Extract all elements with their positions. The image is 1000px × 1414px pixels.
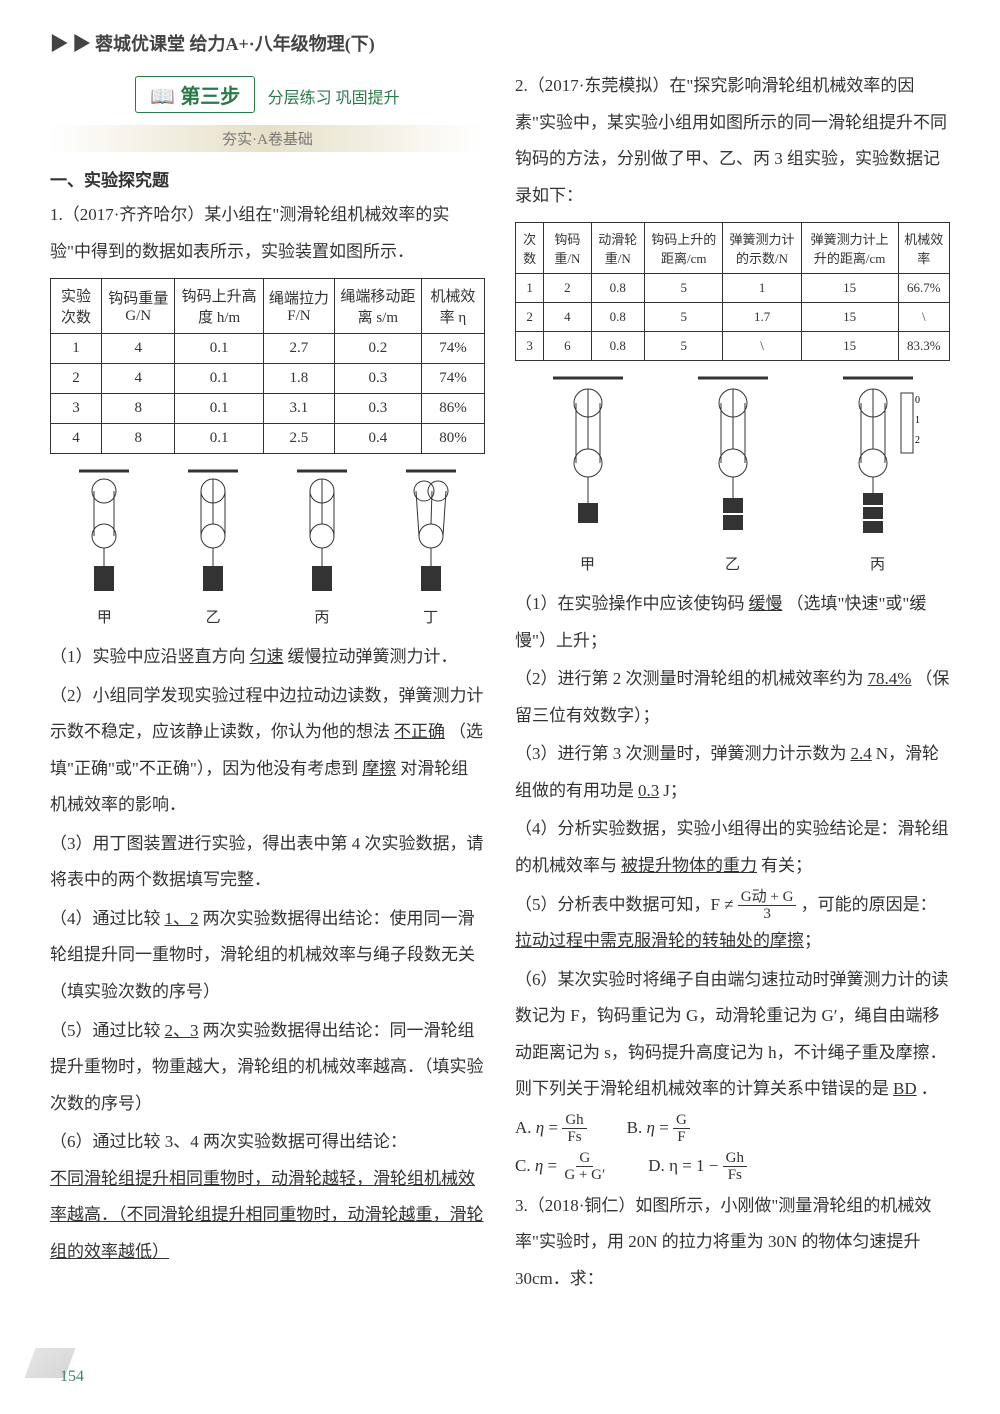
q1-stem: 1.（2017·齐齐哈尔）某小组在"测滑轮组机械效率的实验"中得到的数据如表所示… xyxy=(50,197,485,270)
q2-p5: （5）分析表中数据可知，F ≠ G动 + G3 ，可能的原因是：拉动过程中需克服… xyxy=(515,887,950,960)
q1-p4: （4）通过比较1、2两次实验数据得出结论：使用同一滑轮组提升同一重物时，滑轮组的… xyxy=(50,901,485,1011)
q2-diagrams: 甲 乙 012丙 xyxy=(515,373,950,574)
q1-p1: （1）实验中应沿竖直方向匀速缓慢拉动弹簧测力计． xyxy=(50,639,485,676)
section-title: 一、实验探究题 xyxy=(50,166,485,191)
step-sub: 分层练习 巩固提升 xyxy=(268,90,400,107)
book-header: ▶ ▶ 蓉城优课堂 给力A+·八年级物理(下) xyxy=(50,30,950,56)
left-column: 📖 第三步 分层练习 巩固提升 夯实·A卷基础 一、实验探究题 1.（2017·… xyxy=(50,68,485,1299)
q1-table: 实验次数 钩码重量 G/N 钩码上升高度 h/m 绳端拉力 F/N 绳端移动距离… xyxy=(50,278,485,454)
q1-diagrams: 甲 乙 丙 丁 xyxy=(50,466,485,627)
header-text: 蓉城优课堂 给力A+·八年级物理(下) xyxy=(95,34,375,54)
step-title: 📖 第三步 xyxy=(135,76,255,113)
q2-p6: （6）某次实验时将绳子自由端匀速拉动时弹簧测力计的读数记为 F，钩码重记为 G，… xyxy=(515,962,950,1108)
pulley-icon xyxy=(287,466,357,606)
page-number: 154 xyxy=(60,1368,84,1386)
pulley-icon: 0 1 2 xyxy=(833,373,923,553)
q2-p3: （3）进行第 3 次测量时，弹簧测力计示数为2.4N，滑轮组做的有用功是0.3J… xyxy=(515,736,950,809)
q1-p6: （6）通过比较 3、4 两次实验数据可得出结论： 不同滑轮组提升相同重物时，动滑… xyxy=(50,1124,485,1270)
svg-text:2: 2 xyxy=(915,435,920,446)
q2-p4: （4）分析实验数据，实验小组得出的实验结论是：滑轮组的机械效率与被提升物体的重力… xyxy=(515,811,950,884)
q1-p2: （2）小组同学发现实验过程中边拉动边读数，弹簧测力计示数不稳定，应该静止读数，你… xyxy=(50,678,485,824)
step-banner: 📖 第三步 分层练习 巩固提升 xyxy=(50,76,485,113)
svg-text:1: 1 xyxy=(915,415,920,426)
pulley-icon xyxy=(69,466,139,606)
q2-options-row1: A. η = GhFs B. η = GF xyxy=(515,1112,950,1146)
q2-stem: 2.（2017·东莞模拟）在"探究影响滑轮组机械效率的因素"实验中，某实验小组用… xyxy=(515,68,950,214)
q1-p3: （3）用丁图装置进行实验，得出表中第 4 次实验数据，请将表中的两个数据填写完整… xyxy=(50,826,485,899)
q2-p2: （2）进行第 2 次测量时滑轮组的机械效率约为78.4%（保留三位有效数字）； xyxy=(515,661,950,734)
tape-label: 夯实·A卷基础 xyxy=(50,125,485,152)
pulley-icon xyxy=(688,373,778,553)
svg-text:0: 0 xyxy=(915,395,920,406)
pulley-icon xyxy=(178,466,248,606)
q1-p5: （5）通过比较2、3两次实验数据得出结论：同一滑轮组提升重物时，物重越大，滑轮组… xyxy=(50,1013,485,1123)
right-column: 2.（2017·东莞模拟）在"探究影响滑轮组机械效率的因素"实验中，某实验小组用… xyxy=(515,68,950,1299)
q2-p1: （1）在实验操作中应该使钩码缓慢（选填"快速"或"缓慢"）上升； xyxy=(515,586,950,659)
q2-table: 次数 钩码重/N 动滑轮重/N 钩码上升的距离/cm 弹簧测力计的示数/N 弹簧… xyxy=(515,222,950,361)
q3-stem: 3.（2018·铜仁）如图所示，小刚做"测量滑轮组的机械效率"实验时，用 20N… xyxy=(515,1188,950,1298)
pulley-icon xyxy=(543,373,633,553)
pulley-icon xyxy=(396,466,466,606)
q2-options-row2: C. η = GG + G′ D. η = 1 − GhFs xyxy=(515,1150,950,1184)
